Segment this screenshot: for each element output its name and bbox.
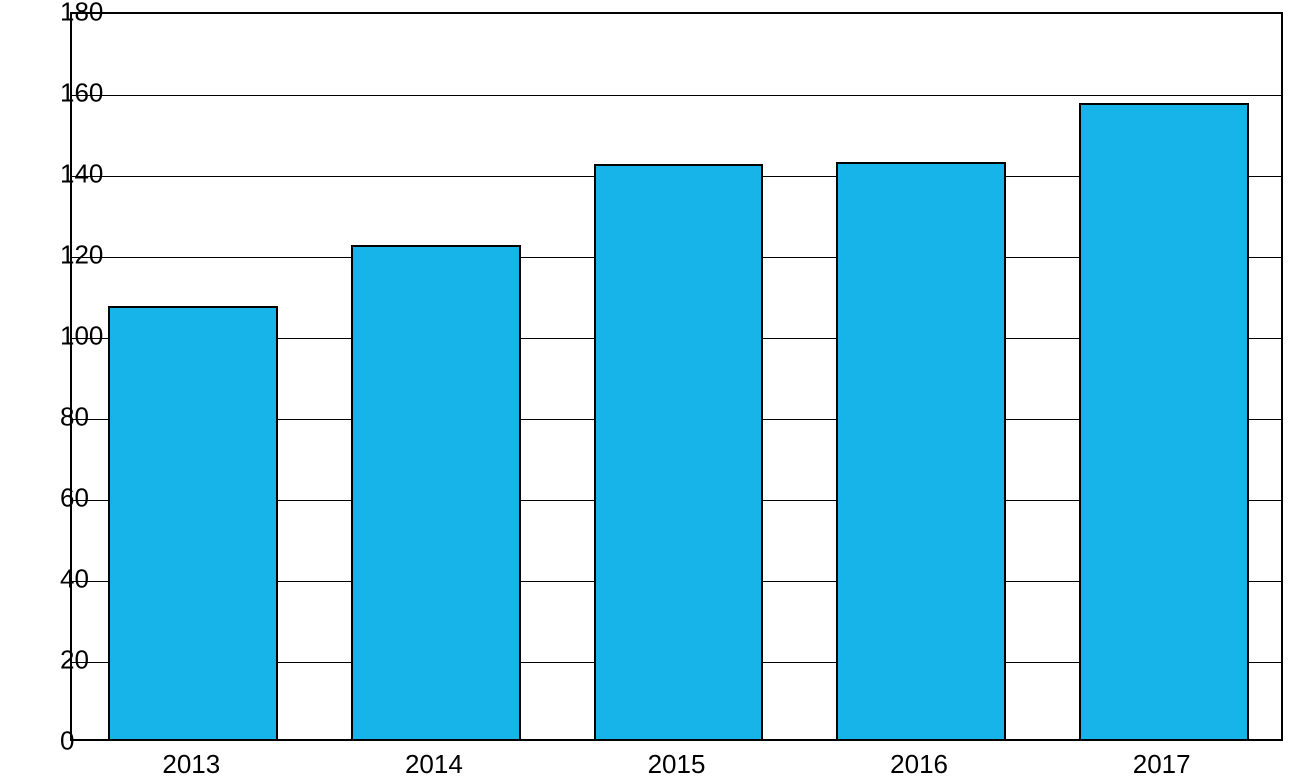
y-axis-label: 20 — [60, 645, 70, 676]
y-axis-label: 140 — [60, 159, 70, 190]
x-axis-label: 2015 — [648, 741, 706, 780]
y-axis-label: 80 — [60, 402, 70, 433]
bar — [836, 162, 1006, 739]
x-axis-label: 2014 — [405, 741, 463, 780]
bars-layer — [72, 14, 1281, 739]
bar — [108, 306, 278, 739]
bar — [594, 164, 764, 739]
x-axis-label: 2013 — [162, 741, 220, 780]
y-axis-label: 60 — [60, 483, 70, 514]
y-axis-label: 40 — [60, 564, 70, 595]
plot-area — [70, 12, 1283, 741]
y-axis-label: 0 — [60, 726, 70, 757]
x-axis-label: 2017 — [1133, 741, 1191, 780]
y-axis-label: 120 — [60, 240, 70, 271]
bar — [1079, 103, 1249, 739]
y-axis-label: 160 — [60, 78, 70, 109]
y-axis-label: 100 — [60, 321, 70, 352]
bar-chart: 0 20 40 60 80 100 120 140 160 180 2013 2014 2015 2016… — [0, 0, 1295, 781]
y-axis-label: 180 — [60, 0, 70, 28]
x-axis-label: 2016 — [890, 741, 948, 780]
bar — [351, 245, 521, 739]
